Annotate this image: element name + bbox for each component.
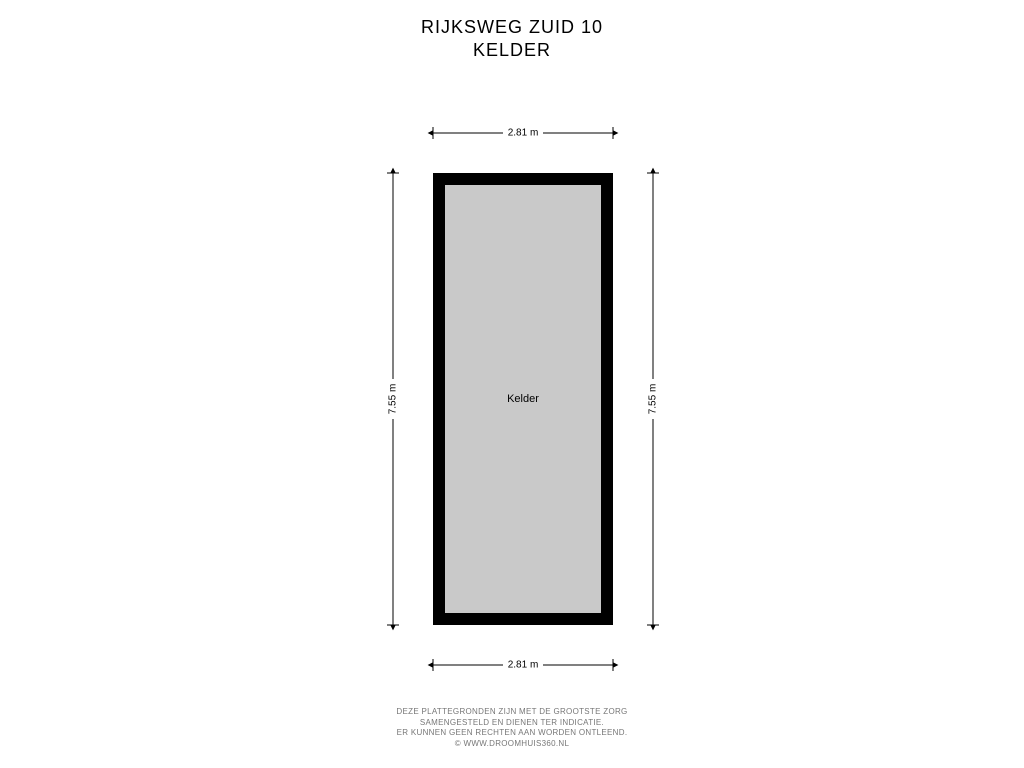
footer-line-1: DEZE PLATTEGRONDEN ZIJN MET DE GROOTSTE … <box>0 707 1024 718</box>
dim-label-right: 7.55 m <box>648 384 659 415</box>
footer-line-3: ER KUNNEN GEEN RECHTEN AAN WORDEN ONTLEE… <box>0 728 1024 739</box>
page: RIJKSWEG ZUID 10 KELDER Kelder2.81 m2.81… <box>0 0 1024 768</box>
footer-line-2: SAMENGESTELD EN DIENEN TER INDICATIE. <box>0 718 1024 729</box>
footer-line-4: © WWW.DROOMHUIS360.NL <box>0 739 1024 750</box>
footer-block: DEZE PLATTEGRONDEN ZIJN MET DE GROOTSTE … <box>0 707 1024 750</box>
dim-label-left: 7.55 m <box>388 384 399 415</box>
floorplan-svg: Kelder 2.81 m 2.81 m 7.55 m 7.55 m <box>0 0 1024 768</box>
dim-label-bottom: 2.81 m <box>508 660 539 671</box>
room-label: Kelder <box>507 393 539 405</box>
dim-label-top: 2.81 m <box>508 128 539 139</box>
